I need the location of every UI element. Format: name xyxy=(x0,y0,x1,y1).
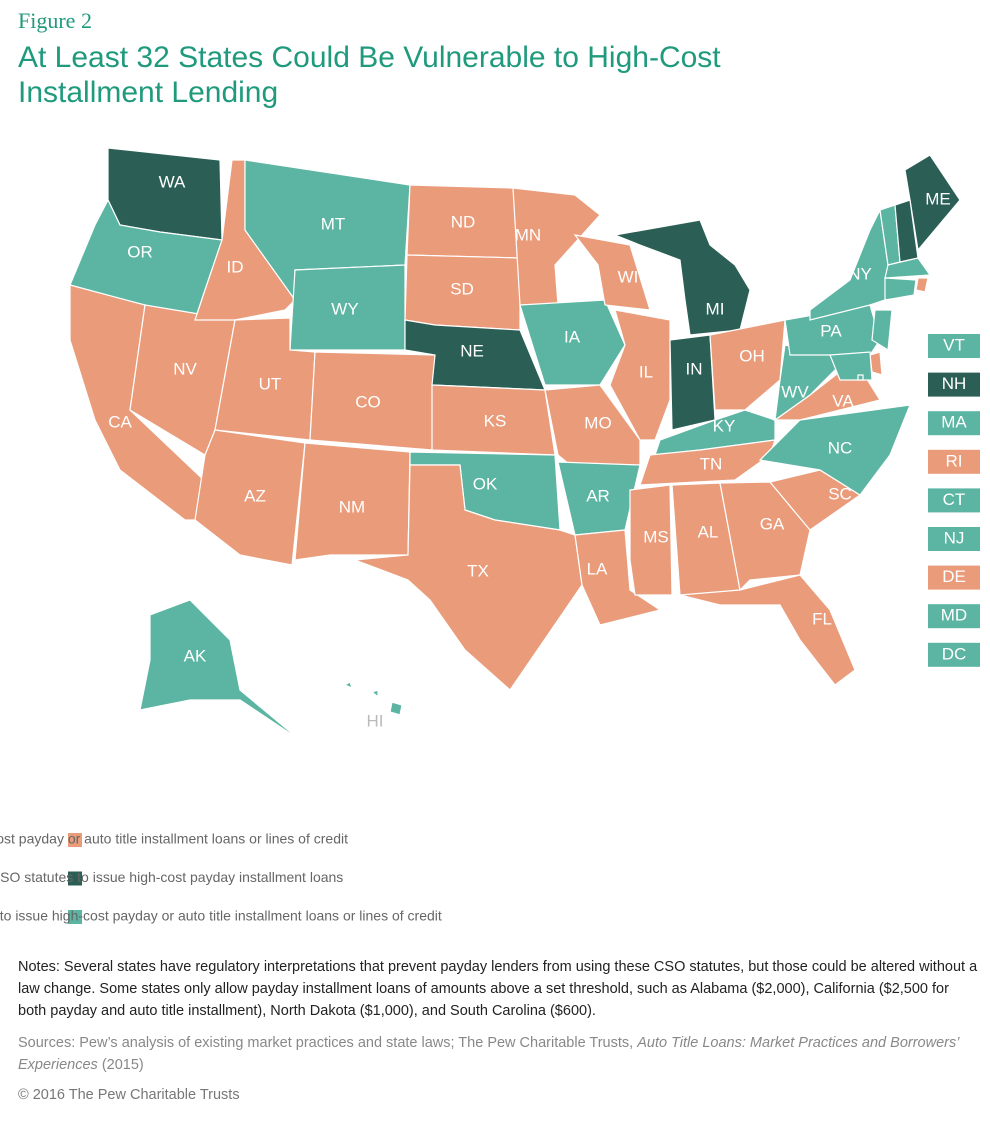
sources: Sources: Pew’s analysis of existing mark… xyxy=(18,1032,978,1076)
state-shape xyxy=(194,159,296,321)
state-box xyxy=(928,488,980,513)
state-label: NY xyxy=(848,264,872,283)
state-label: WY xyxy=(331,299,358,318)
state-label: UT xyxy=(259,374,282,393)
state-label: MI xyxy=(706,299,725,318)
state-label: OK xyxy=(473,474,498,493)
state-label: CA xyxy=(108,412,132,431)
state-box xyxy=(928,334,980,358)
state-shape xyxy=(884,277,917,301)
state-label: GA xyxy=(760,514,785,533)
state-label: NH xyxy=(942,374,967,393)
copyright: © 2016 The Pew Charitable Trusts xyxy=(18,1087,240,1103)
legend-swatch xyxy=(68,833,82,847)
state-box xyxy=(928,527,980,551)
legend-swatch xyxy=(68,871,82,886)
state-label: NJ xyxy=(944,528,965,547)
state-label: SD xyxy=(450,279,474,298)
figure-label: Figure 2 xyxy=(18,8,92,33)
state-label: MN xyxy=(515,225,541,244)
state-shape xyxy=(574,529,662,626)
state-label: IN xyxy=(686,359,703,378)
state-label: DE xyxy=(942,567,966,586)
state-label: NE xyxy=(460,341,484,360)
state-label: DC xyxy=(942,644,967,663)
state-label: WV xyxy=(781,382,809,401)
state-shape xyxy=(573,234,651,311)
state-box xyxy=(928,449,980,474)
legend-swatch xyxy=(68,910,82,924)
state-label: WI xyxy=(618,267,639,286)
state-box xyxy=(928,604,980,629)
state-shape xyxy=(915,277,929,293)
state-label: ID xyxy=(227,257,244,276)
state-label: TX xyxy=(467,561,489,580)
state-shape xyxy=(857,374,864,381)
state-shape xyxy=(829,351,873,381)
state-label: LA xyxy=(587,559,608,578)
legend-label: Lenders could try to use CSO statutes to… xyxy=(0,869,343,885)
state-label: MA xyxy=(941,413,967,432)
state-label: MT xyxy=(321,214,346,233)
title: At Least 32 States Could Be Vulnerable t… xyxy=(18,41,721,109)
state-shape xyxy=(139,599,301,741)
state-shape xyxy=(519,299,626,386)
notes: Notes: Several states have regulatory in… xyxy=(18,959,978,1019)
state-label: IL xyxy=(639,362,653,381)
state-shape xyxy=(389,701,403,716)
state-shape xyxy=(343,681,353,690)
state-label: PA xyxy=(820,321,842,340)
state-label: NC xyxy=(828,438,853,457)
state-label: ME xyxy=(925,189,951,208)
map: WA OR CA NV ID MT WY UT CO AZ NM ND SD NE KS OK TX MN IA MO… xyxy=(0,147,980,924)
state-shape xyxy=(294,442,411,561)
state-shape xyxy=(629,484,673,596)
state-label: MD xyxy=(941,606,967,625)
sources-title: Auto Title Loans: Market Practices and B… xyxy=(18,1035,959,1073)
state-box xyxy=(928,642,980,667)
state-box xyxy=(928,565,980,590)
state-label: MS xyxy=(643,527,669,546)
state-shape xyxy=(609,309,671,441)
state-shape xyxy=(679,574,856,686)
state-label: OH xyxy=(739,346,765,365)
state-label: VA xyxy=(832,391,854,410)
legend-label: Lenders would need to change state laws … xyxy=(0,908,442,924)
state-label: ND xyxy=(451,212,476,231)
state-label: CO xyxy=(355,392,381,411)
sources-year: (2015) xyxy=(97,1057,144,1073)
state-label: VT xyxy=(943,335,965,354)
state-box xyxy=(928,411,980,436)
state-label: NV xyxy=(173,359,197,378)
state-shape xyxy=(669,334,716,431)
state-box xyxy=(928,372,980,397)
state-shape xyxy=(904,154,961,252)
state-label: AR xyxy=(586,486,610,505)
state-shape xyxy=(709,319,786,411)
state-label: WA xyxy=(159,172,186,191)
state-label: AL xyxy=(698,522,719,541)
state-label: KY xyxy=(713,416,736,435)
state-label: NM xyxy=(339,497,365,516)
state-shape xyxy=(871,309,893,352)
state-label: TN xyxy=(700,454,723,473)
state-label: HI xyxy=(367,711,384,730)
state-shape xyxy=(354,464,583,691)
state-label: AZ xyxy=(244,486,266,505)
state-label: AK xyxy=(184,646,207,665)
sources-text: Sources: Pew’s analysis of existing mark… xyxy=(18,1035,638,1051)
state-label: SC xyxy=(828,484,852,503)
state-label: FL xyxy=(812,609,832,628)
legend-label: Lenders are issuing high-cost payday or … xyxy=(0,831,348,847)
state-shape xyxy=(370,689,379,699)
state-label: CT xyxy=(943,490,966,509)
state-label: KS xyxy=(484,411,507,430)
state-label: OR xyxy=(127,242,153,261)
state-label: MO xyxy=(584,413,611,432)
state-label: IA xyxy=(564,327,581,346)
state-label: RI xyxy=(946,451,963,470)
state-shape xyxy=(884,257,932,279)
